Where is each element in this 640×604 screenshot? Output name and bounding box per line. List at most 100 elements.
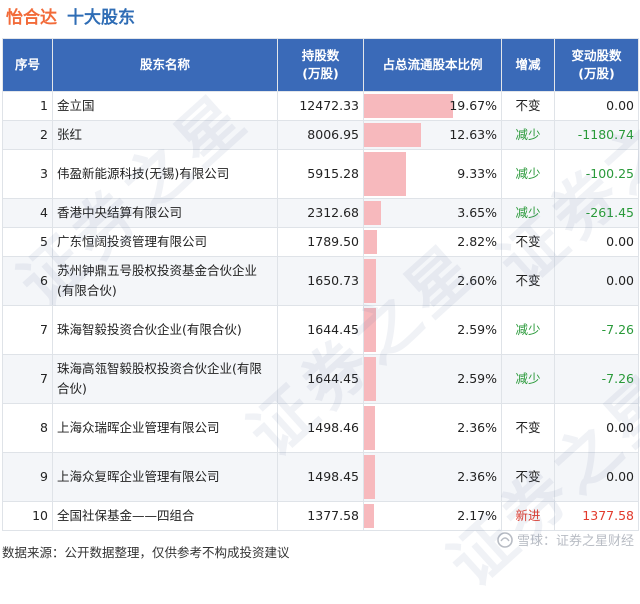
ratio-bar bbox=[364, 152, 407, 196]
ratio-cell: 2.36% bbox=[363, 403, 502, 453]
brand-mark: 雪球：证券之星财经 bbox=[497, 530, 634, 549]
delta-cell: 1377.58 bbox=[554, 501, 639, 531]
shares-cell: 1498.46 bbox=[277, 403, 364, 453]
header-shares-line2: (万股) bbox=[302, 66, 339, 81]
change-cell: 减少 bbox=[501, 305, 555, 355]
change-cell: 不变 bbox=[501, 91, 555, 121]
delta-cell: -7.26 bbox=[554, 354, 639, 404]
company-title: 怡合达 bbox=[6, 7, 57, 28]
change-cell: 减少 bbox=[501, 354, 555, 404]
delta-cell: -7.26 bbox=[554, 305, 639, 355]
ratio-cell: 2.59% bbox=[363, 305, 502, 355]
header-name: 股东名称 bbox=[52, 38, 278, 92]
change-cell: 不变 bbox=[501, 256, 555, 306]
change-cell: 减少 bbox=[501, 120, 555, 150]
shares-cell: 1644.45 bbox=[277, 305, 364, 355]
ratio-bar bbox=[364, 201, 381, 225]
ratio-value: 19.67% bbox=[449, 98, 497, 113]
shareholder-name-cell: 上海众瑞晖企业管理有限公司 bbox=[52, 403, 278, 453]
rank-cell: 2 bbox=[2, 120, 53, 150]
delta-cell: -100.25 bbox=[554, 149, 639, 199]
change-cell: 不变 bbox=[501, 227, 555, 257]
delta-cell: 0.00 bbox=[554, 403, 639, 453]
brand-text: 雪球：证券之星财经 bbox=[516, 534, 634, 549]
ratio-bar bbox=[364, 504, 374, 528]
ratio-cell: 12.63% bbox=[363, 120, 502, 150]
section-title: 十大股东 bbox=[67, 7, 135, 28]
shareholder-name-cell: 广东恒阔投资管理有限公司 bbox=[52, 227, 278, 257]
ratio-cell: 9.33% bbox=[363, 149, 502, 199]
rank-cell: 4 bbox=[2, 198, 53, 228]
ratio-value: 2.59% bbox=[457, 322, 497, 337]
ratio-value: 2.82% bbox=[457, 234, 497, 249]
shareholder-name-cell: 香港中央结算有限公司 bbox=[52, 198, 278, 228]
shares-cell: 2312.68 bbox=[277, 198, 364, 228]
table-body: 1 金立国 12472.33 19.67% 不变 0.00 2 张红 8006.95 12.63%… bbox=[2, 91, 639, 531]
snowball-logo-icon bbox=[497, 531, 513, 548]
ratio-bar bbox=[364, 230, 377, 254]
table-row: 2 张红 8006.95 12.63% 减少 -1180.74 bbox=[2, 120, 639, 150]
table-row: 3 伟盈新能源科技(无锡)有限公司 5915.28 9.33% 减少 -100.25 bbox=[2, 149, 639, 199]
rank-cell: 7 bbox=[2, 305, 53, 355]
ratio-cell: 2.17% bbox=[363, 501, 502, 531]
shareholder-name-cell: 伟盈新能源科技(无锡)有限公司 bbox=[52, 149, 278, 199]
shareholder-name-cell: 金立国 bbox=[52, 91, 278, 121]
change-cell: 减少 bbox=[501, 149, 555, 199]
data-source-note: 数据来源：公开数据整理，仅供参考不构成投资建议 bbox=[2, 545, 290, 560]
table-row: 9 上海众复晖企业管理有限公司 1498.45 2.36% 不变 0.00 bbox=[2, 452, 639, 502]
ratio-value: 2.60% bbox=[457, 273, 497, 288]
ratio-bar bbox=[364, 455, 375, 499]
header-shares-line1: 持股数 bbox=[301, 48, 340, 63]
header-shares: 持股数 (万股) bbox=[277, 38, 364, 92]
ratio-value: 2.17% bbox=[457, 508, 497, 523]
delta-cell: 0.00 bbox=[554, 227, 639, 257]
shareholder-name-cell: 全国社保基金——四组合 bbox=[52, 501, 278, 531]
rank-cell: 10 bbox=[2, 501, 53, 531]
ratio-cell: 19.67% bbox=[363, 91, 502, 121]
title-row: 怡合达 十大股东 bbox=[6, 4, 135, 28]
ratio-bar bbox=[364, 123, 422, 147]
shares-cell: 5915.28 bbox=[277, 149, 364, 199]
delta-cell: 0.00 bbox=[554, 452, 639, 502]
ratio-bar bbox=[364, 406, 375, 450]
rank-cell: 3 bbox=[2, 149, 53, 199]
table-row: 6 苏州钟鼎五号股权投资基金合伙企业(有限合伙) 1650.73 2.60% 不变 0.0… bbox=[2, 256, 639, 306]
shares-cell: 1377.58 bbox=[277, 501, 364, 531]
rank-cell: 1 bbox=[2, 91, 53, 121]
table-row: 10 全国社保基金——四组合 1377.58 2.17% 新进 1377.58 bbox=[2, 501, 639, 531]
ratio-bar bbox=[364, 94, 454, 118]
ratio-value: 2.36% bbox=[457, 420, 497, 435]
shares-cell: 1644.45 bbox=[277, 354, 364, 404]
table-row: 7 珠海智毅投资合伙企业(有限合伙) 1644.45 2.59% 减少 -7.26 bbox=[2, 305, 639, 355]
ratio-value: 12.63% bbox=[449, 127, 497, 142]
header-change: 增减 bbox=[501, 38, 555, 92]
table-row: 5 广东恒阔投资管理有限公司 1789.50 2.82% 不变 0.00 bbox=[2, 227, 639, 257]
shareholder-name-cell: 上海众复晖企业管理有限公司 bbox=[52, 452, 278, 502]
table-row: 4 香港中央结算有限公司 2312.68 3.65% 减少 -261.45 bbox=[2, 198, 639, 228]
ratio-value: 9.33% bbox=[457, 166, 497, 181]
header-delta-line2: (万股) bbox=[578, 66, 615, 81]
ratio-cell: 2.82% bbox=[363, 227, 502, 257]
ratio-cell: 2.60% bbox=[363, 256, 502, 306]
change-cell: 新进 bbox=[501, 501, 555, 531]
rank-cell: 9 bbox=[2, 452, 53, 502]
shareholder-name-cell: 苏州钟鼎五号股权投资基金合伙企业(有限合伙) bbox=[52, 256, 278, 306]
header-delta-line1: 变动股数 bbox=[571, 48, 622, 63]
change-cell: 不变 bbox=[501, 452, 555, 502]
table-row: 1 金立国 12472.33 19.67% 不变 0.00 bbox=[2, 91, 639, 121]
ratio-value: 2.59% bbox=[457, 371, 497, 386]
delta-cell: 0.00 bbox=[554, 91, 639, 121]
ratio-cell: 2.36% bbox=[363, 452, 502, 502]
shares-cell: 12472.33 bbox=[277, 91, 364, 121]
table-row: 8 上海众瑞晖企业管理有限公司 1498.46 2.36% 不变 0.00 bbox=[2, 403, 639, 453]
shares-cell: 8006.95 bbox=[277, 120, 364, 150]
shares-cell: 1650.73 bbox=[277, 256, 364, 306]
table-header-row: 序号 股东名称 持股数 (万股) 占总流通股本比例 增减 变动股数 (万股) bbox=[2, 38, 639, 92]
ratio-cell: 2.59% bbox=[363, 354, 502, 404]
ratio-bar bbox=[364, 308, 376, 352]
rank-cell: 6 bbox=[2, 256, 53, 306]
shareholder-name-cell: 张红 bbox=[52, 120, 278, 150]
shares-cell: 1498.45 bbox=[277, 452, 364, 502]
ratio-bar bbox=[364, 357, 376, 401]
header-delta: 变动股数 (万股) bbox=[554, 38, 639, 92]
